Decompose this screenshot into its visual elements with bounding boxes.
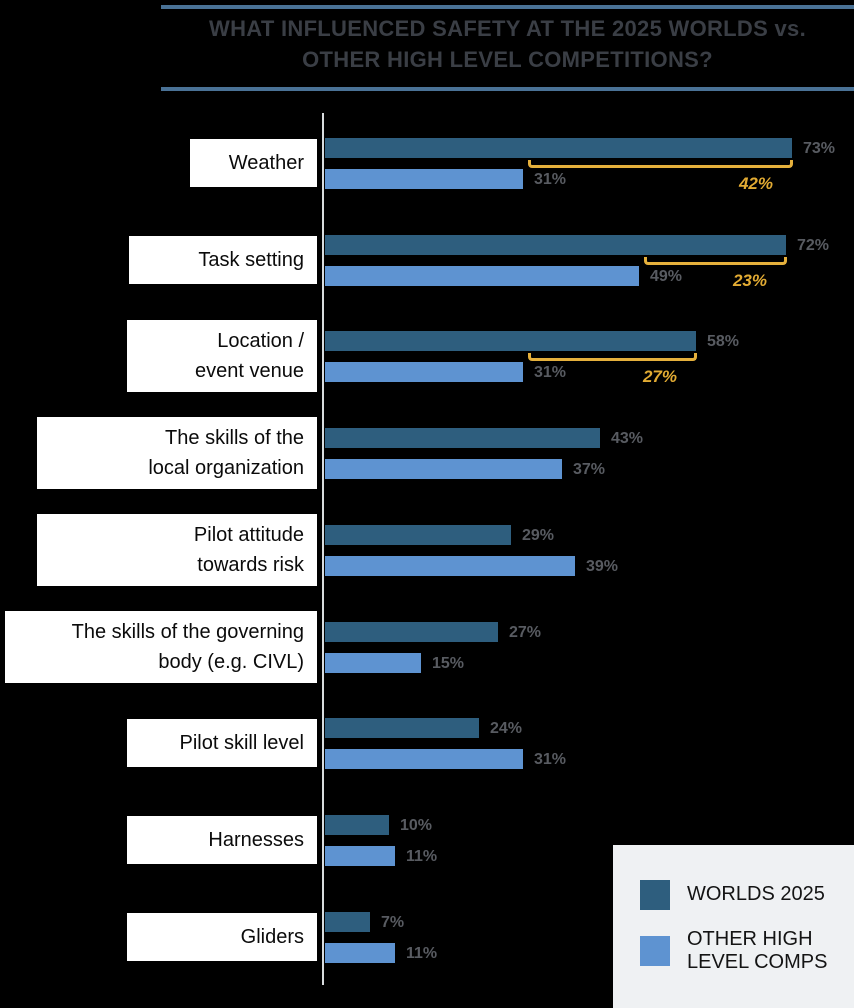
value-label-other-high-level-comps-task-setting: 49%	[650, 268, 683, 285]
value-label-worlds-2025-task-setting: 72%	[797, 237, 830, 254]
legend-swatch-other-high-level-comps	[640, 935, 670, 966]
value-label-worlds-2025-the-skills-of-the-governing-body-e-g-civl: 27%	[509, 624, 542, 641]
bar-other-high-level-comps-weather	[325, 169, 523, 189]
title-top-rule	[161, 5, 854, 9]
category-label-pilot-attitude-towards-risk: Pilot attitude towards risk	[37, 514, 317, 586]
category-label-line: Weather	[228, 152, 304, 174]
bar-worlds-2025-task-setting	[325, 235, 786, 255]
bar-other-high-level-comps-pilot-skill-level	[325, 749, 523, 769]
category-label-line: The skills of the	[165, 427, 304, 449]
value-label-other-high-level-comps-pilot-attitude-towards-risk: 39%	[586, 558, 619, 575]
category-label-line: The skills of the governing	[71, 621, 304, 643]
value-label-worlds-2025-pilot-attitude-towards-risk: 29%	[522, 527, 555, 544]
difference-bracket-task-setting	[644, 257, 787, 265]
legend-item-other-high-level-comps: OTHER HIGH LEVEL COMPS	[640, 928, 854, 974]
legend-label-other-high-level-comps: OTHER HIGH LEVEL COMPS	[687, 927, 828, 973]
bar-worlds-2025-location-event-venue	[325, 331, 696, 351]
value-label-worlds-2025-gliders: 7%	[381, 914, 405, 931]
bar-other-high-level-comps-the-skills-of-the-local-organization	[325, 459, 562, 479]
bar-worlds-2025-harnesses	[325, 815, 389, 835]
value-label-other-high-level-comps-the-skills-of-the-governing-body-e-g-civl: 15%	[432, 655, 465, 672]
category-label-line: event venue	[195, 360, 304, 382]
category-label-line: body (e.g. CIVL)	[158, 651, 304, 673]
category-label-the-skills-of-the-governing-body-e-g-civl: The skills of the governing body (e.g. CI…	[5, 611, 317, 683]
difference-bracket-location-event-venue	[528, 353, 697, 361]
category-label-line: local organization	[148, 457, 304, 479]
bar-worlds-2025-the-skills-of-the-governing-body-e-g-civl	[325, 622, 498, 642]
category-label-weather: Weather	[190, 139, 317, 187]
value-label-other-high-level-comps-location-event-venue: 31%	[534, 364, 567, 381]
category-label-gliders: Gliders	[127, 913, 317, 961]
value-label-other-high-level-comps-harnesses: 11%	[406, 848, 438, 865]
value-label-worlds-2025-the-skills-of-the-local-organization: 43%	[611, 430, 644, 447]
category-label-task-setting: Task setting	[129, 236, 317, 284]
category-label-line: towards risk	[197, 554, 304, 576]
bar-other-high-level-comps-location-event-venue	[325, 362, 523, 382]
category-label-line: Task setting	[198, 249, 304, 271]
category-label-location-event-venue: Location / event venue	[127, 320, 317, 392]
legend-item-worlds-2025: WORLDS 2025	[640, 879, 854, 910]
legend-label-worlds-2025: WORLDS 2025	[687, 883, 825, 905]
difference-label-location-event-venue: 27%	[642, 367, 677, 386]
category-label-line: Pilot attitude	[193, 524, 304, 546]
bar-worlds-2025-gliders	[325, 912, 370, 932]
bar-worlds-2025-weather	[325, 138, 792, 158]
category-label-line: Gliders	[240, 926, 304, 948]
value-label-other-high-level-comps-the-skills-of-the-local-organization: 37%	[573, 461, 606, 478]
value-label-other-high-level-comps-pilot-skill-level: 31%	[534, 751, 567, 768]
value-label-worlds-2025-weather: 73%	[803, 140, 836, 157]
title-bottom-rule	[161, 87, 854, 91]
difference-label-weather: 42%	[738, 174, 773, 193]
category-label-pilot-skill-level: Pilot skill level	[127, 719, 317, 767]
difference-label-task-setting: 23%	[732, 271, 767, 290]
bar-other-high-level-comps-task-setting	[325, 266, 639, 286]
legend-swatch-worlds-2025	[640, 879, 670, 910]
bar-other-high-level-comps-pilot-attitude-towards-risk	[325, 556, 575, 576]
value-label-other-high-level-comps-gliders: 11%	[406, 945, 438, 962]
category-label-line: Location /	[217, 330, 304, 352]
category-label-line: Harnesses	[208, 829, 304, 851]
value-label-worlds-2025-location-event-venue: 58%	[707, 333, 740, 350]
chart-title-line-2: OTHER HIGH LEVEL COMPETITIONS?	[302, 47, 713, 72]
bar-other-high-level-comps-gliders	[325, 943, 395, 963]
legend: WORLDS 2025 OTHER HIGH LEVEL COMPS	[613, 845, 854, 1008]
bar-worlds-2025-pilot-attitude-towards-risk	[325, 525, 511, 545]
chart-title-line-1: WHAT INFLUENCED SAFETY AT THE 2025 WORLD…	[209, 16, 806, 41]
bar-worlds-2025-the-skills-of-the-local-organization	[325, 428, 600, 448]
category-label-the-skills-of-the-local-organization: The skills of the local organization	[37, 417, 317, 489]
value-label-worlds-2025-pilot-skill-level: 24%	[490, 720, 523, 737]
category-label-harnesses: Harnesses	[127, 816, 317, 864]
bar-worlds-2025-pilot-skill-level	[325, 718, 479, 738]
category-label-line: Pilot skill level	[179, 732, 304, 754]
difference-bracket-weather	[528, 160, 793, 168]
value-label-other-high-level-comps-weather: 31%	[534, 171, 567, 188]
chart-title: WHAT INFLUENCED SAFETY AT THE 2025 WORLD…	[161, 13, 854, 75]
axis-baseline	[322, 113, 324, 985]
bar-other-high-level-comps-harnesses	[325, 846, 395, 866]
value-label-worlds-2025-harnesses: 10%	[400, 817, 433, 834]
bar-other-high-level-comps-the-skills-of-the-governing-body-e-g-civl	[325, 653, 421, 673]
